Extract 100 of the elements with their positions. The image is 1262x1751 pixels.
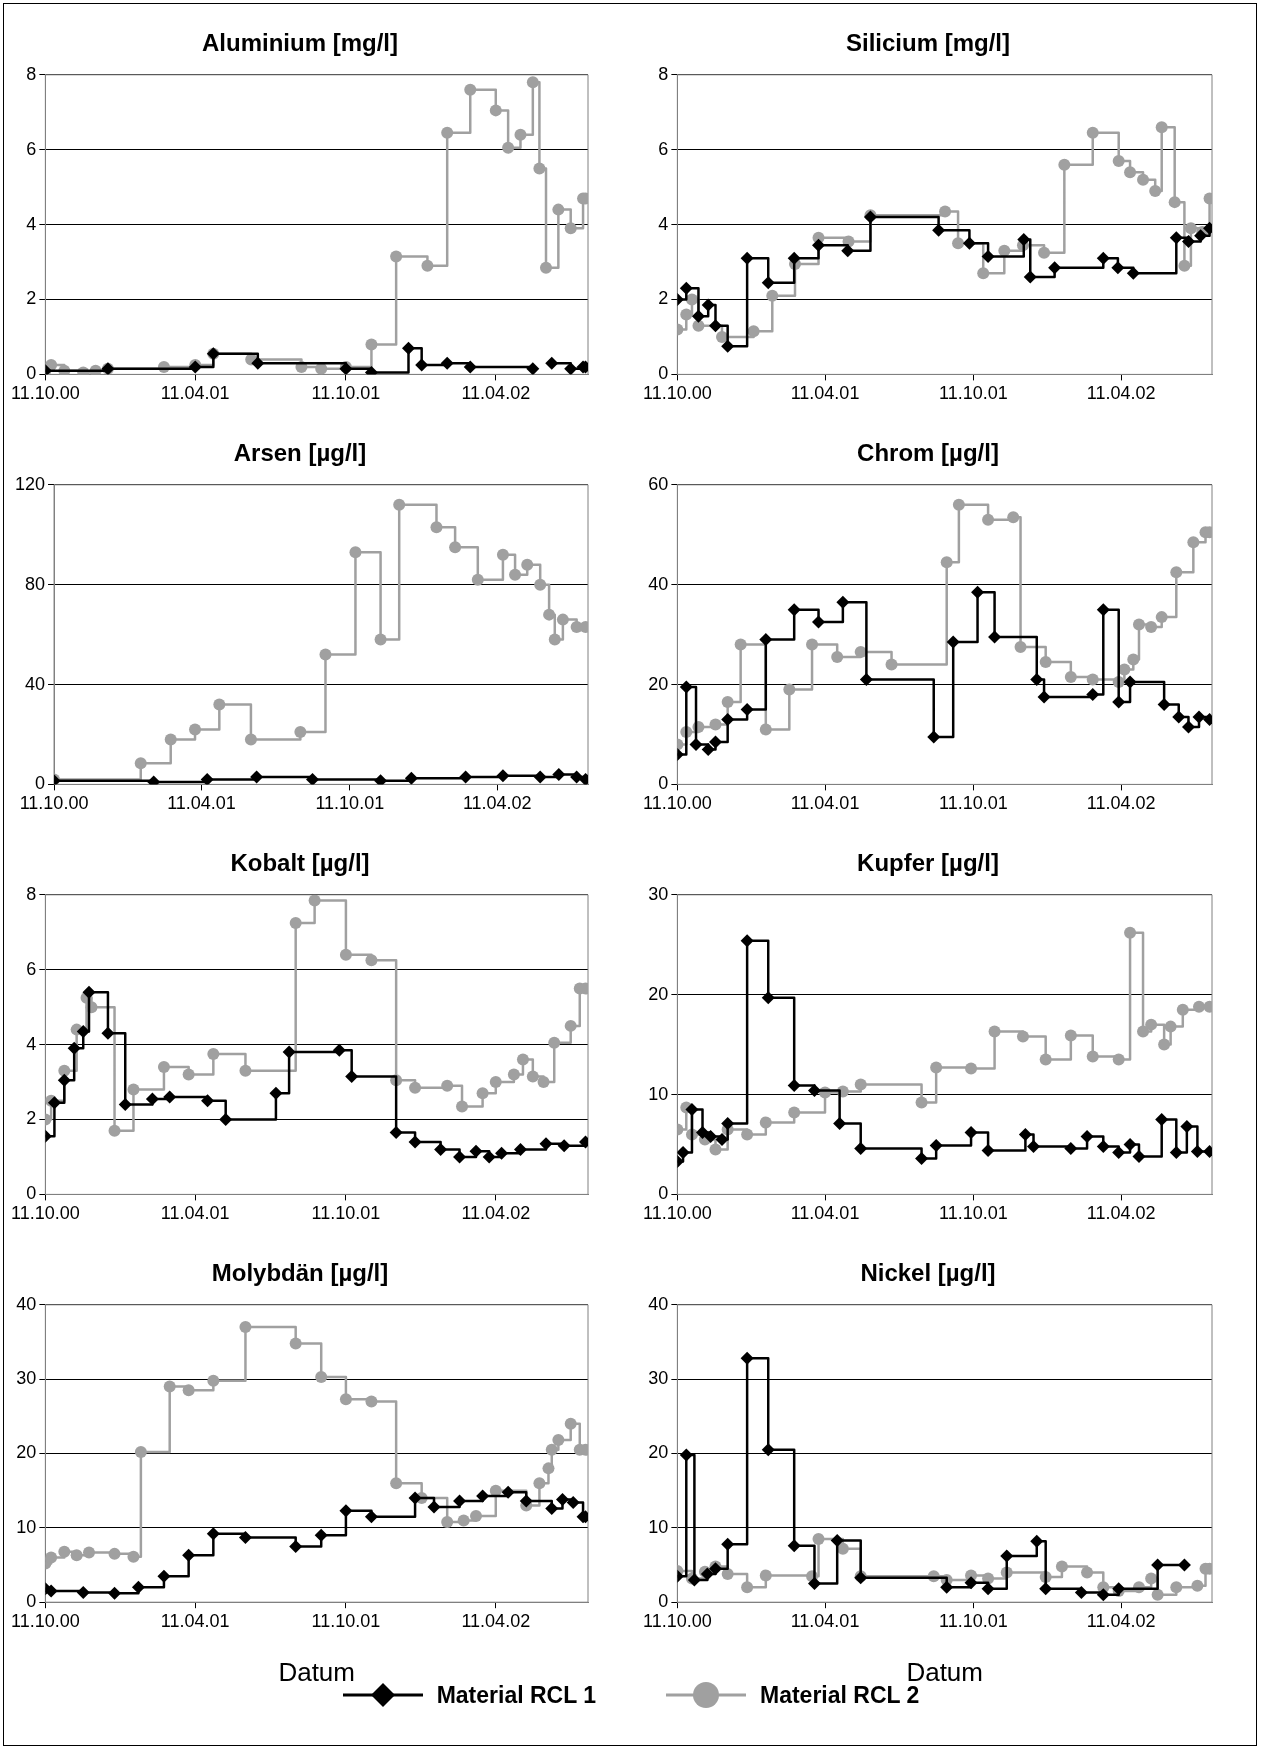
point xyxy=(239,1064,252,1077)
x-tick-label: 11.10.01 xyxy=(939,1203,1008,1224)
point xyxy=(715,1132,729,1146)
point xyxy=(545,1502,559,1516)
point xyxy=(83,1546,96,1559)
point xyxy=(441,126,454,139)
point xyxy=(1180,1119,1194,1133)
point xyxy=(389,1126,403,1140)
point xyxy=(539,1137,553,1151)
y-tick-label: 2 xyxy=(26,288,37,309)
point xyxy=(1023,270,1037,284)
point xyxy=(421,259,434,272)
point xyxy=(67,1041,81,1055)
y-tick-label: 40 xyxy=(648,573,669,594)
x-tick-label: 11.10.01 xyxy=(939,1610,1008,1631)
point xyxy=(679,1448,693,1462)
y-tick-label: 6 xyxy=(26,958,37,979)
point xyxy=(952,498,965,511)
point xyxy=(759,1569,772,1582)
point xyxy=(501,1485,515,1499)
point xyxy=(962,236,976,250)
chart-title: Arsen [µg/l] xyxy=(233,439,367,467)
point xyxy=(239,1321,252,1334)
x-tick-label: 11.04.01 xyxy=(160,1610,230,1631)
point xyxy=(787,603,801,617)
y-tick-label: 0 xyxy=(658,773,669,794)
point xyxy=(409,1081,422,1094)
point xyxy=(345,1069,359,1083)
point xyxy=(981,1143,995,1157)
x-tick-label: 11.04.02 xyxy=(461,1610,531,1631)
point xyxy=(812,1533,825,1545)
point xyxy=(566,1496,580,1510)
point xyxy=(721,696,734,709)
point xyxy=(940,556,953,569)
y-tick-label: 20 xyxy=(648,1442,669,1463)
point xyxy=(495,1146,509,1160)
point xyxy=(244,733,257,746)
point xyxy=(761,1443,775,1457)
point xyxy=(787,1079,801,1093)
point xyxy=(339,1393,352,1406)
point xyxy=(533,162,546,175)
point xyxy=(1080,1129,1094,1143)
point xyxy=(464,83,477,96)
point xyxy=(374,633,387,646)
point xyxy=(721,1116,735,1130)
point xyxy=(1193,1000,1206,1013)
y-tick-label: 0 xyxy=(26,1591,37,1612)
point xyxy=(1064,671,1077,684)
point xyxy=(251,356,265,370)
point xyxy=(1155,1113,1169,1126)
point xyxy=(134,757,147,770)
point xyxy=(507,1068,520,1081)
point xyxy=(282,1045,296,1059)
point xyxy=(374,774,388,785)
point xyxy=(1086,673,1099,686)
point xyxy=(807,1577,821,1591)
x-tick-label: 11.10.01 xyxy=(315,793,385,814)
point xyxy=(1039,1582,1053,1596)
point xyxy=(471,573,484,586)
point xyxy=(1055,1560,1068,1573)
point xyxy=(685,1103,699,1117)
point xyxy=(1096,1139,1110,1153)
point xyxy=(741,1581,754,1594)
point xyxy=(516,1053,529,1066)
point xyxy=(740,703,754,716)
point xyxy=(1145,1018,1158,1031)
point xyxy=(807,1084,821,1098)
point xyxy=(988,1025,1001,1038)
x-tick-label: 11.04.01 xyxy=(790,383,860,404)
point xyxy=(759,723,772,736)
point xyxy=(1169,1145,1183,1159)
point xyxy=(319,648,332,661)
point xyxy=(1155,121,1168,134)
point xyxy=(526,1070,539,1083)
y-tick-label: 120 xyxy=(14,473,46,494)
point xyxy=(519,1494,533,1508)
point xyxy=(289,1337,302,1350)
y-tick-label: 80 xyxy=(25,573,46,594)
y-tick-label: 40 xyxy=(25,673,46,694)
point xyxy=(453,1150,467,1164)
point xyxy=(1081,1566,1094,1579)
point xyxy=(201,1094,215,1108)
point xyxy=(533,1477,546,1490)
point xyxy=(977,267,990,280)
point xyxy=(1111,261,1125,275)
y-tick-label: 0 xyxy=(35,773,46,794)
point xyxy=(540,261,553,274)
point xyxy=(552,203,565,216)
point xyxy=(314,1528,328,1542)
point xyxy=(238,1531,252,1545)
point xyxy=(946,635,960,649)
point xyxy=(709,735,722,749)
point xyxy=(1151,1558,1165,1572)
point xyxy=(841,244,855,258)
point xyxy=(1132,618,1145,631)
point xyxy=(182,1384,195,1397)
point xyxy=(766,289,779,302)
point xyxy=(1158,1038,1171,1051)
point xyxy=(932,223,946,237)
point xyxy=(1018,1127,1032,1141)
